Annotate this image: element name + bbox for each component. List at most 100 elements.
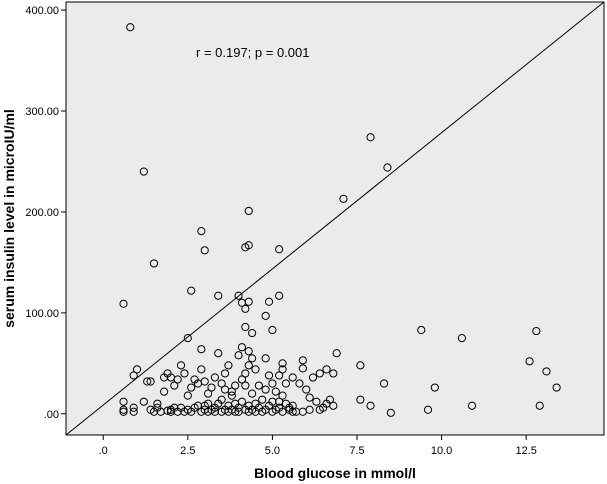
- y-tick-label: 200.00: [25, 207, 59, 219]
- data-point: [132, 365, 142, 374]
- data-point: [241, 304, 250, 313]
- data-point: [288, 373, 297, 382]
- data-point: [129, 407, 138, 416]
- data-point: [423, 405, 433, 414]
- data-point: [197, 227, 206, 236]
- data-point: [244, 297, 253, 306]
- data-point: [315, 369, 324, 378]
- data-point: [129, 371, 138, 380]
- data-point: [163, 406, 172, 415]
- data-point: [176, 403, 186, 412]
- data-point: [170, 381, 179, 390]
- data-point: [295, 379, 304, 388]
- data-point: [139, 167, 148, 176]
- data-point: [275, 291, 284, 300]
- data-point: [271, 387, 280, 396]
- data-point: [542, 367, 551, 376]
- x-tick-label: 5.0: [265, 445, 280, 457]
- data-point: [244, 241, 253, 250]
- data-point: [241, 369, 250, 378]
- data-point: [187, 383, 196, 392]
- y-tick-label: 100.00: [25, 308, 59, 320]
- data-point: [379, 379, 389, 388]
- y-tick-label: 300.00: [25, 106, 59, 118]
- data-point: [356, 361, 365, 370]
- reference-line: [65, 1, 605, 436]
- data-point: [268, 325, 277, 335]
- data-point: [281, 379, 291, 388]
- data-point: [160, 373, 169, 382]
- data-point: [248, 328, 257, 338]
- data-point: [207, 383, 216, 392]
- data-point: [302, 385, 311, 394]
- data-point: [180, 369, 189, 378]
- data-point: [305, 393, 314, 402]
- data-point: [288, 407, 297, 416]
- data-point: [457, 334, 466, 343]
- data-point: [383, 163, 392, 172]
- data-point: [119, 299, 128, 308]
- data-point: [261, 311, 270, 320]
- data-point: [278, 359, 287, 368]
- data-point: [532, 326, 541, 336]
- data-point: [244, 361, 253, 370]
- data-point: [237, 343, 247, 352]
- data-point: [197, 365, 206, 374]
- data-point: [224, 361, 233, 370]
- data-point: [258, 395, 267, 404]
- data-point: [268, 379, 277, 388]
- data-point: [332, 349, 341, 358]
- data-point: [204, 399, 213, 408]
- data-point: [248, 354, 257, 363]
- data-point: [119, 397, 128, 406]
- data-point: [197, 345, 206, 354]
- data-point: [308, 373, 318, 382]
- data-point: [166, 405, 175, 414]
- x-tick-label: 10.0: [431, 445, 452, 457]
- data-point: [119, 407, 128, 416]
- data-point: [261, 385, 270, 394]
- data-point: [183, 334, 192, 343]
- data-point: [430, 383, 439, 392]
- data-point: [214, 349, 223, 358]
- data-point: [217, 395, 226, 404]
- x-tick-label: .0: [99, 445, 108, 457]
- data-point: [143, 377, 152, 386]
- y-tick-label: 400.00: [25, 5, 59, 17]
- data-point: [298, 356, 307, 365]
- data-point: [119, 405, 128, 414]
- data-point: [275, 371, 284, 380]
- data-point: [278, 391, 287, 400]
- data-point: [241, 322, 250, 332]
- data-point: [237, 375, 247, 384]
- x-tick-label: 7.5: [349, 445, 364, 457]
- data-point: [149, 259, 159, 268]
- data-point: [244, 347, 253, 356]
- data-point: [227, 391, 236, 400]
- data-point: [187, 286, 196, 295]
- data-point: [525, 357, 534, 366]
- data-point: [251, 365, 260, 374]
- data-point: [329, 401, 338, 410]
- data-point: [146, 377, 155, 386]
- data-point: [275, 397, 284, 406]
- data-point: [264, 297, 274, 306]
- data-point: [237, 397, 247, 406]
- x-tick-label: 12.5: [515, 445, 536, 457]
- data-point: [275, 245, 284, 254]
- data-point: [190, 375, 199, 384]
- data-point: [220, 385, 230, 394]
- data-point: [325, 395, 335, 404]
- data-point: [244, 206, 253, 216]
- data-point: [315, 405, 324, 414]
- data-point: [139, 397, 148, 406]
- data-point: [264, 371, 274, 380]
- y-axis-title: serum insulin level in microIU/ml: [1, 109, 17, 328]
- data-point: [214, 291, 223, 300]
- data-point: [312, 397, 321, 406]
- data-point: [234, 291, 243, 300]
- data-point: [356, 395, 365, 404]
- data-point: [467, 401, 477, 410]
- data-point: [241, 381, 250, 390]
